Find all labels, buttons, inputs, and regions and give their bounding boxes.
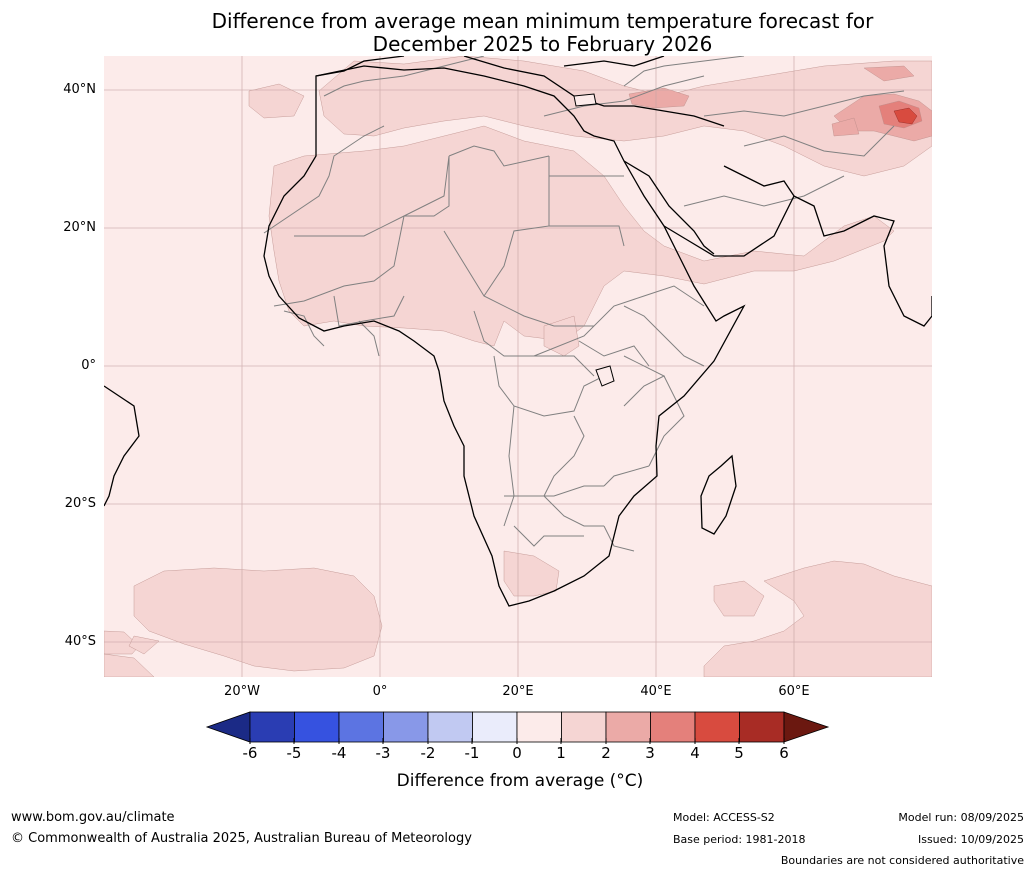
colorbar-segment xyxy=(427,711,473,743)
map-title: Difference from average mean minimum tem… xyxy=(0,10,1035,56)
colorbar-label: Difference from average (°C) xyxy=(396,771,644,791)
red-sea-coastline xyxy=(623,160,715,255)
cbar-tick-label: -4 xyxy=(331,744,347,762)
colorbar-segment xyxy=(472,711,518,743)
colorbar-segment xyxy=(605,711,651,743)
footer-model: Model: ACCESS-S2 xyxy=(673,811,775,824)
colorbar-segment xyxy=(561,711,607,743)
colorbar-segment xyxy=(249,711,295,743)
lat-label-20n: 20°N xyxy=(63,220,96,235)
colorbar-arrow-low xyxy=(205,711,251,743)
lon-label-0: 0° xyxy=(372,684,388,699)
anomaly-4-5-regions xyxy=(893,107,918,125)
footer-disclaimer: Boundaries are not considered authoritat… xyxy=(780,854,1024,867)
footer-url[interactable]: www.bom.gov.au/climate xyxy=(11,810,175,825)
black-sea-coastline xyxy=(563,56,665,67)
lon-label-40e: 40°E xyxy=(640,684,672,699)
colorbar-ticks xyxy=(249,738,785,744)
arabia-coastline xyxy=(663,195,932,327)
cbar-tick-label: -1 xyxy=(464,744,480,762)
cbar-tick-label: 2 xyxy=(601,744,611,762)
colorbar xyxy=(205,711,830,744)
persian-gulf-coastline xyxy=(723,165,795,197)
madagascar-coastline xyxy=(700,454,737,535)
colorbar-segment xyxy=(650,711,696,743)
anomaly-iran-2-3 xyxy=(831,117,860,137)
cbar-tick-label: 4 xyxy=(690,744,700,762)
lat-label-40s: 40°S xyxy=(64,634,96,649)
colorbar-segment xyxy=(516,711,562,743)
south-america-coastline xyxy=(104,385,140,507)
footer-issued: Issued: 10/09/2025 xyxy=(917,833,1024,846)
cbar-tick-label: 1 xyxy=(556,744,566,762)
title-line-2: December 2025 to February 2026 xyxy=(372,32,713,56)
anomaly-north-africa-region xyxy=(268,125,895,347)
anomaly-southwest-corner-region xyxy=(104,630,140,655)
lon-label-60e: 60°E xyxy=(778,684,810,699)
colorbar-segment xyxy=(694,711,740,743)
lakes xyxy=(573,93,615,387)
lat-label-0: 0° xyxy=(81,358,96,373)
lon-label-20e: 20°E xyxy=(502,684,534,699)
cbar-tick-label: -2 xyxy=(420,744,436,762)
graticule xyxy=(104,56,932,677)
africa-coastline xyxy=(263,65,746,607)
cbar-tick-label: 0 xyxy=(512,744,522,762)
colorbar-arrow-high xyxy=(783,711,830,743)
anomaly-south-indian-region xyxy=(703,560,932,677)
lat-label-40n: 40°N xyxy=(63,82,96,97)
country-borders xyxy=(263,56,905,552)
cbar-tick-label: 5 xyxy=(734,744,744,762)
anomaly-west-atlantic-region xyxy=(133,567,383,672)
colorbar-segment xyxy=(739,711,785,743)
forecast-map xyxy=(104,56,932,677)
lat-label-20s: 20°S xyxy=(64,496,96,511)
colorbar-segment xyxy=(383,711,429,743)
cbar-tick-label: 3 xyxy=(645,744,655,762)
footer-model-run: Model run: 08/09/2025 xyxy=(898,811,1024,824)
cbar-tick-label: -5 xyxy=(286,744,302,762)
anomaly-north-2-3 xyxy=(863,65,915,82)
colorbar-segment xyxy=(294,711,340,743)
cbar-tick-label: -3 xyxy=(375,744,391,762)
footer-base-period: Base period: 1981-2018 xyxy=(673,833,806,846)
cbar-tick-label: 6 xyxy=(779,744,789,762)
colorbar-segments xyxy=(205,711,830,743)
title-line-1: Difference from average mean minimum tem… xyxy=(211,9,874,33)
cbar-tick-label: -6 xyxy=(242,744,258,762)
anomaly-south-corner-region xyxy=(104,653,155,677)
colorbar-segment xyxy=(338,711,384,743)
lon-label-20w: 20°W xyxy=(224,684,260,699)
anomaly-atlantic-north-region xyxy=(128,83,305,655)
coastlines xyxy=(104,56,932,607)
europe-coastline xyxy=(315,56,725,127)
anomaly-himalaya-4-5 xyxy=(893,107,918,125)
footer-copyright: © Commonwealth of Australia 2025, Austra… xyxy=(11,831,472,846)
